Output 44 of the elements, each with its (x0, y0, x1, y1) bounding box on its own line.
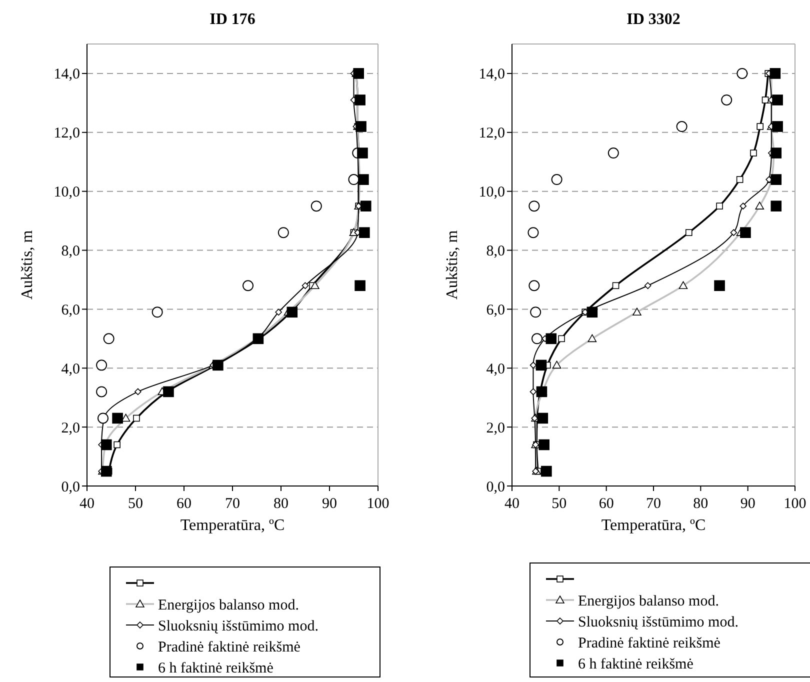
y-axis-title: Aukštis, m (19, 230, 36, 300)
chart-title: ID 3302 (626, 11, 680, 28)
y-tick-label: 8,0 (61, 244, 80, 260)
y-tick-label: 10,0 (478, 184, 505, 201)
x-tick-label: 50 (552, 496, 567, 512)
legend-label: 6 h faktinė reikšmė (578, 656, 694, 672)
y-tick-label: 4,0 (61, 361, 80, 378)
y-tick-label: 6,0 (61, 302, 80, 318)
x-tick-label: 80 (693, 496, 708, 512)
y-tick-label: 12,0 (478, 126, 505, 142)
y-tick-label: 0,0 (486, 479, 505, 496)
x-tick-label: 60 (176, 496, 192, 512)
y-axis-title: Aukštis, m (444, 230, 461, 300)
x-tick-label: 40 (504, 496, 520, 512)
legend-label: Energijos balanso mod. (158, 597, 299, 614)
x-tick-label: 40 (80, 496, 94, 512)
y-tick-label: 6,0 (486, 302, 505, 318)
x-tick-label: 100 (784, 496, 806, 512)
legend-label: Sluoksnių išstūmimo mod. (158, 618, 318, 634)
y-tick-label: 4,0 (486, 361, 505, 378)
legend-label: Energijos balanso mod. (578, 593, 719, 610)
legend-label: Pradinė faktinė reikšmė (158, 639, 301, 656)
x-tick-label: 70 (646, 496, 661, 512)
y-tick-label: 2,0 (61, 420, 80, 436)
y-tick-label: 14,0 (478, 66, 505, 83)
x-axis-title: Temperatūra, ºC (601, 517, 706, 534)
y-tick-label: 2,0 (486, 420, 505, 436)
x-tick-label: 100 (366, 496, 390, 512)
y-tick-label: 12,0 (54, 126, 80, 142)
x-tick-label: 80 (274, 496, 288, 512)
legend-label: 6 h faktinė reikšmė (158, 660, 274, 676)
y-tick-label: 8,0 (486, 244, 505, 260)
y-tick-label: 14,0 (54, 66, 80, 83)
y-tick-label: 10,0 (54, 184, 80, 201)
x-tick-label: 90 (740, 496, 756, 512)
x-axis-title: Temperatūra, ºC (180, 517, 285, 534)
x-tick-label: 70 (225, 496, 240, 512)
x-tick-label: 90 (322, 496, 337, 512)
x-tick-label: 60 (598, 496, 614, 512)
x-tick-label: 50 (128, 496, 143, 512)
legend-label: Sluoksnių išstūmimo mod. (578, 614, 738, 630)
y-tick-label: 0,0 (61, 479, 80, 496)
chart-title: ID 176 (210, 11, 256, 28)
legend-label: Pradinė faktinė reikšmė (578, 635, 721, 652)
